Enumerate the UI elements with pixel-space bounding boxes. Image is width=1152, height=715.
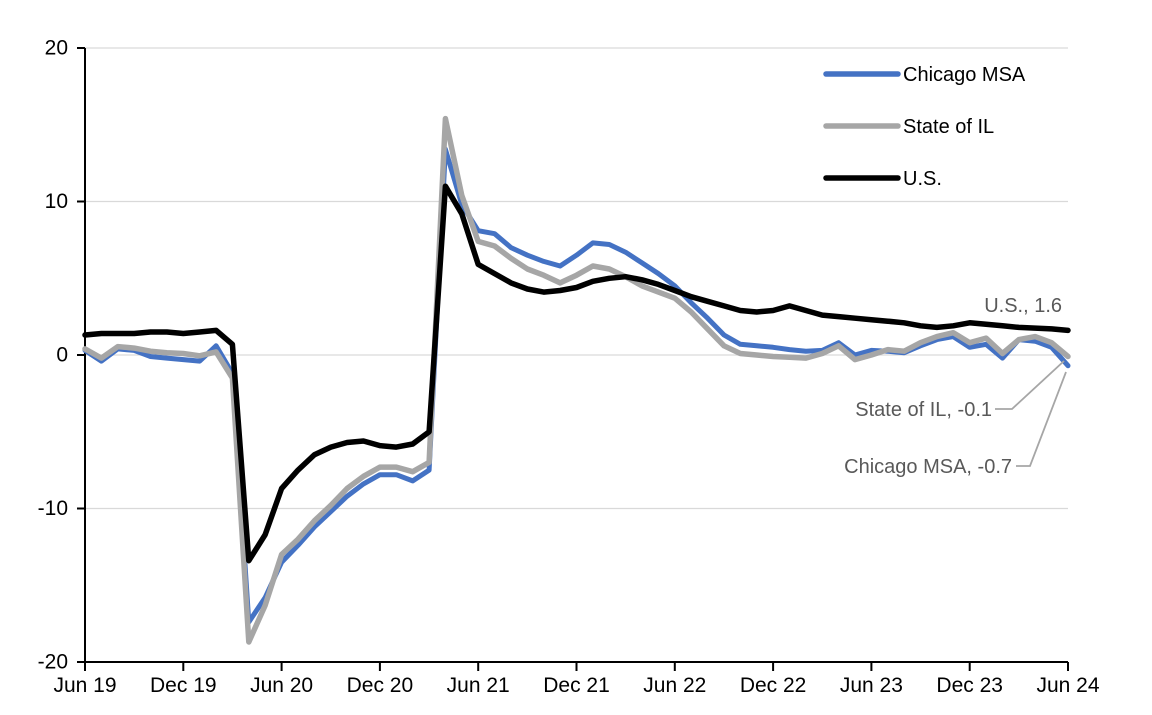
legend-label-state-of-il: State of IL (903, 116, 994, 138)
x-tick-label: Jun 20 (250, 674, 313, 697)
y-tick-label: -10 (38, 497, 68, 520)
axes (77, 47, 1069, 671)
annotation-us: U.S., 1.6 (984, 295, 1062, 317)
annotation-chicago-msa: Chicago MSA, -0.7 (844, 456, 1012, 478)
y-tick-label: -20 (38, 651, 68, 674)
y-tick-label: 20 (45, 37, 68, 60)
series-line-state-of-il (82, 115, 1071, 645)
x-tick-label: Jun 21 (447, 674, 510, 697)
series-lines (82, 115, 1071, 645)
x-tick-label: Dec 19 (150, 674, 217, 697)
x-tick-label: Jun 23 (840, 674, 903, 697)
x-tick-label: Jun 22 (643, 674, 706, 697)
x-tick-label: Dec 22 (740, 674, 807, 697)
leader-line-chicago-msa (1016, 371, 1067, 467)
legend: Chicago MSA State of IL U.S. (823, 64, 1026, 190)
x-tick-label: Dec 21 (543, 674, 610, 697)
legend-label-us: U.S. (903, 168, 942, 190)
x-tick-label: Jun 24 (1036, 674, 1099, 697)
x-tick-label: Jun 19 (53, 674, 116, 697)
legend-label-chicago-msa: Chicago MSA (903, 64, 1026, 86)
x-tick-label: Dec 23 (936, 674, 1003, 697)
annotations: U.S., 1.6 State of IL, -0.1 Chicago MSA,… (844, 295, 1067, 478)
x-tick-label: Dec 20 (347, 674, 414, 697)
annotation-state-of-il: State of IL, -0.1 (855, 399, 992, 421)
series-line-u-s- (82, 183, 1071, 564)
leader-line-state-of-il (995, 360, 1065, 410)
gridlines (85, 47, 1068, 510)
y-tick-label: 10 (45, 190, 68, 213)
y-tick-label: 0 (56, 344, 68, 367)
